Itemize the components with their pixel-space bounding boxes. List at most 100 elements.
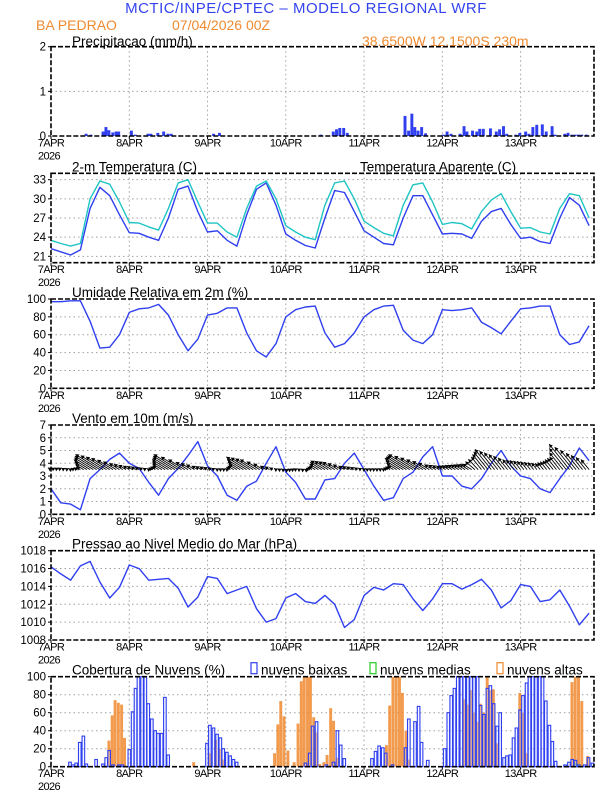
- legend-swatch-nuvens-medias: [369, 662, 377, 675]
- wind-vector-arrowhead: [284, 469, 289, 473]
- wind-vector-arrowhead: [186, 464, 191, 469]
- bar-nuvens-altas: [391, 676, 395, 767]
- wind-vector-arrowhead: [388, 454, 393, 458]
- wind-vector-arrowhead: [127, 466, 132, 470]
- bar-nuvens-baixas: [530, 676, 535, 768]
- wind-vector-arrowhead: [549, 456, 554, 461]
- wind-vector-arrowhead: [207, 467, 212, 472]
- wind-vector-arrowhead: [545, 459, 549, 464]
- bar-nuvens-baixas: [136, 676, 141, 768]
- wind-vector-arrowhead: [554, 447, 559, 452]
- legend-nuvens-medias: nuvens medias: [380, 663, 471, 678]
- wind-vector-arrowhead: [97, 459, 102, 464]
- bar-Precipitacao: [345, 132, 349, 136]
- wind-vector-arrowhead: [71, 467, 76, 472]
- bar-nuvens-baixas: [156, 732, 160, 768]
- bar-nuvens-baixas: [508, 754, 513, 768]
- bar-Precipitacao: [129, 130, 133, 136]
- wind-vector-arrowhead: [74, 457, 79, 462]
- wind-vector: [394, 455, 417, 471]
- wind-vector-arrowhead: [221, 468, 226, 472]
- bar-nuvens-baixas: [570, 758, 575, 768]
- y-tick-label: 4: [40, 458, 47, 470]
- x-tick-label: 11APR: [349, 264, 381, 276]
- bar-nuvens-altas: [306, 676, 309, 767]
- wind-vector-arrowhead: [293, 468, 298, 472]
- wind-vector: [548, 443, 570, 470]
- bar-Precipitacao: [169, 133, 173, 136]
- wind-vector-arrowhead: [153, 454, 158, 458]
- y-tick-label: 60: [33, 708, 46, 720]
- bar-nuvens-baixas: [163, 696, 167, 768]
- wind-vector-arrowhead: [138, 467, 143, 472]
- wind-vector-arrowhead: [199, 466, 204, 471]
- bar-nuvens-altas: [570, 682, 574, 767]
- wind-vector: [560, 449, 577, 470]
- wind-vector-arrowhead: [246, 461, 251, 466]
- y-tick-label: 7: [40, 420, 46, 432]
- bar-nuvens-baixas: [225, 751, 229, 768]
- panel-title: Pressao ao Nivel Medio do Mar (hPa): [72, 537, 297, 552]
- wind-vector-arrowhead: [520, 461, 525, 466]
- x-tick-label: 9APR: [194, 516, 221, 528]
- bar-nuvens-baixas: [71, 764, 75, 768]
- wind-vector-arrowhead: [75, 454, 80, 458]
- bar-nuvens-altas: [335, 757, 339, 767]
- wind-vector-arrowhead: [394, 456, 399, 460]
- y-tick-label: 20: [33, 365, 46, 377]
- bar-nuvens-baixas: [228, 755, 232, 768]
- bar-Precipitacao: [445, 131, 449, 136]
- wind-vector-arrowhead: [509, 460, 514, 465]
- wind-vector-arrowhead: [309, 465, 314, 470]
- wind-vector: [400, 457, 420, 471]
- x-tick-label: 7APR: [38, 768, 65, 780]
- bar-nuvens-altas: [472, 712, 476, 767]
- wind-vector-arrowhead: [290, 468, 295, 473]
- wind-vector: [152, 457, 172, 471]
- x-tick-label: 11APR: [349, 642, 381, 654]
- bar-Precipitacao: [481, 128, 485, 136]
- bar-nuvens-baixas: [582, 764, 587, 768]
- bar-nuvens-baixas: [205, 742, 209, 768]
- bar-nuvens-baixas: [446, 712, 451, 768]
- bar-nuvens-baixas: [518, 709, 522, 768]
- bar-nuvens-altas: [524, 753, 528, 767]
- wind-vector-arrowhead: [378, 468, 383, 472]
- y-tick-label: 1014: [20, 581, 46, 593]
- x-tick-label: 10APR: [270, 138, 303, 150]
- bar-nuvens-baixas: [547, 724, 552, 768]
- wind-vector-arrowhead: [358, 467, 363, 472]
- y-tick-label: 1018: [20, 546, 46, 558]
- wind-vector-arrowhead: [318, 461, 323, 466]
- y-tick-label: 1012: [20, 599, 46, 611]
- wind-vector-arrowhead: [432, 465, 437, 469]
- wind-vector: [385, 456, 407, 471]
- x-tick-label: 8APR: [116, 390, 143, 402]
- bar-nuvens-altas: [577, 676, 580, 767]
- wind-vector: [483, 452, 499, 470]
- bar-Precipitacao: [133, 134, 137, 136]
- bar-nuvens-baixas: [540, 676, 545, 768]
- wind-vector: [153, 453, 179, 471]
- bar-nuvens-baixas: [406, 718, 411, 768]
- bar-Precipitacao: [410, 113, 414, 136]
- x-tick-label: 9APR: [194, 138, 221, 150]
- x-axis-year: 2026: [38, 403, 61, 415]
- x-tick-label: 12APR: [426, 768, 459, 780]
- x-tick-label: 7APR: [38, 642, 65, 654]
- panel-clouds: 7APR 8APR 9APR 10APR 11APR 12APR 13APR 2026 0 20 4…: [27, 662, 595, 792]
- bar-Precipitacao: [424, 133, 428, 136]
- bar-Precipitacao: [518, 132, 522, 136]
- bar-Precipitacao: [416, 130, 420, 136]
- bar-nuvens-baixas: [120, 764, 125, 768]
- wind-vector-arrowhead: [549, 448, 554, 453]
- wind-vector-arrowhead: [264, 466, 269, 471]
- panel-wind: 7APR 8APR 9APR 10APR 11APR 12APR 13APR 2026 0123…: [38, 411, 595, 541]
- series-line-temperatura-aparente-c-: [50, 178, 590, 247]
- y-tick-label: 100: [27, 294, 46, 306]
- y-tick-label: 80: [33, 690, 46, 702]
- bar-nuvens-baixas: [146, 703, 151, 768]
- bar-nuvens-baixas: [524, 682, 529, 768]
- y-tick-label: 2: [40, 484, 46, 496]
- panel-title: Precipitacao (mm/h): [72, 34, 193, 49]
